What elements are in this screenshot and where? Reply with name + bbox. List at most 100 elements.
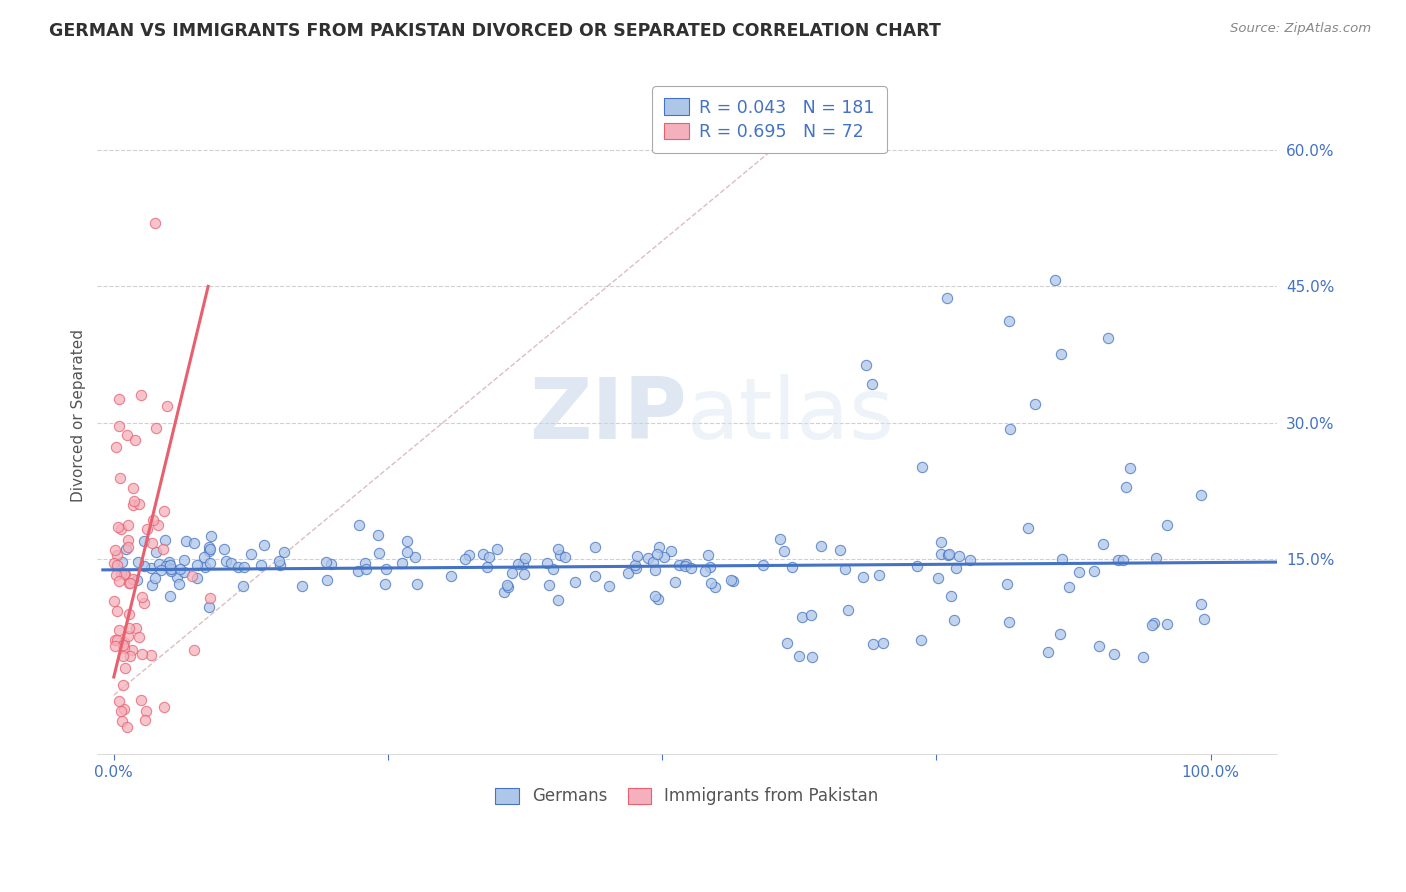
Point (939, 589, 962, 603)
Point (197, 544, 219, 558)
Point (112, 678, 135, 692)
Point (233, 559, 256, 574)
Point (120, 648, 142, 663)
Point (269, 554, 291, 568)
Point (935, 291, 957, 305)
Point (111, 714, 134, 728)
Point (1189, 598, 1212, 612)
Point (1144, 551, 1167, 566)
Point (107, 520, 129, 534)
Point (111, 649, 134, 664)
Point (159, 562, 181, 576)
Point (354, 556, 377, 570)
Point (103, 557, 125, 571)
Point (501, 566, 523, 581)
Point (860, 376, 883, 391)
Point (652, 549, 675, 564)
Point (396, 545, 419, 559)
Point (121, 481, 143, 495)
Point (198, 556, 221, 570)
Point (132, 596, 155, 610)
Point (703, 580, 725, 594)
Point (769, 532, 792, 546)
Point (659, 543, 682, 558)
Text: GERMAN VS IMMIGRANTS FROM PAKISTAN DIVORCED OR SEPARATED CORRELATION CHART: GERMAN VS IMMIGRANTS FROM PAKISTAN DIVOR… (49, 22, 941, 40)
Point (193, 550, 215, 565)
Point (997, 615, 1019, 629)
Point (454, 552, 477, 566)
Point (129, 388, 152, 402)
Point (405, 577, 427, 591)
Point (471, 547, 494, 561)
Point (998, 422, 1021, 436)
Point (1097, 331, 1119, 345)
Point (183, 535, 205, 549)
Point (319, 557, 342, 571)
Point (696, 548, 718, 562)
Point (186, 571, 208, 585)
Point (1192, 612, 1215, 626)
Point (513, 551, 536, 566)
Point (117, 629, 139, 643)
Point (166, 570, 188, 584)
Point (367, 546, 389, 560)
Point (1142, 616, 1164, 631)
Point (1017, 521, 1039, 535)
Point (485, 542, 508, 557)
Point (132, 534, 155, 549)
Point (675, 557, 697, 571)
Point (291, 579, 314, 593)
Point (198, 541, 221, 556)
Point (927, 571, 949, 585)
Point (150, 563, 173, 577)
Point (773, 544, 796, 558)
Point (124, 433, 146, 447)
Point (1050, 552, 1073, 566)
Point (232, 578, 254, 592)
Point (112, 702, 135, 716)
Point (404, 550, 426, 565)
Point (673, 558, 696, 573)
Point (496, 577, 519, 591)
Point (145, 421, 167, 435)
Point (148, 557, 170, 571)
Point (115, 541, 138, 556)
Point (269, 558, 291, 572)
Point (664, 575, 686, 590)
Point (226, 559, 249, 574)
Point (120, 575, 142, 590)
Point (112, 639, 135, 653)
Point (105, 558, 128, 573)
Point (478, 549, 501, 564)
Point (699, 575, 721, 590)
Point (112, 634, 135, 648)
Point (699, 560, 721, 574)
Point (141, 578, 163, 592)
Point (1132, 649, 1154, 664)
Point (173, 566, 195, 580)
Point (134, 713, 156, 727)
Point (1189, 488, 1212, 502)
Point (111, 555, 134, 569)
Point (239, 547, 262, 561)
Point (167, 577, 190, 591)
Point (107, 623, 129, 637)
Point (624, 560, 647, 574)
Point (458, 548, 481, 562)
Point (374, 562, 396, 576)
Point (942, 614, 965, 628)
Point (395, 533, 418, 548)
Point (169, 562, 191, 576)
Point (679, 561, 702, 575)
Point (644, 563, 666, 577)
Point (135, 704, 157, 718)
Point (997, 313, 1019, 327)
Point (105, 440, 128, 454)
Point (176, 534, 198, 549)
Point (152, 541, 174, 556)
Point (616, 566, 638, 580)
Point (173, 553, 195, 567)
Point (1088, 640, 1111, 654)
Point (107, 392, 129, 406)
Point (105, 548, 128, 562)
